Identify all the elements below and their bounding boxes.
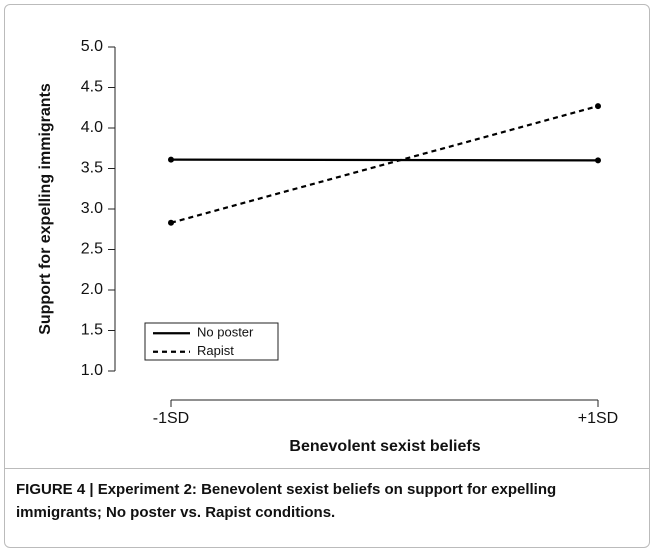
series-line (170, 105, 599, 224)
y-tick-label: 2.5 (81, 241, 103, 258)
y-tick-label: 1.5 (81, 322, 103, 339)
legend-box (144, 322, 279, 361)
point (168, 219, 174, 226)
y-tick-label: 1.0 (81, 362, 103, 379)
caption: FIGURE 4 | Experiment 2: Benevolent sexi… (16, 481, 557, 521)
legend-label: No poster (197, 325, 254, 340)
y-tick-label: 4.5 (81, 79, 103, 96)
point (595, 157, 601, 164)
y-tick-label: 3.0 (81, 200, 103, 217)
x-tick-label: -1SD (153, 410, 189, 427)
y-tick-label: 2.0 (81, 281, 103, 298)
y-axis-label: Support for expelling immigrants (37, 83, 54, 335)
x-tick-label: +1SD (578, 410, 618, 427)
point (168, 156, 174, 163)
chart: Benevolent sexist beliefs Support for ex… (37, 38, 618, 455)
legend-label: Rapist (197, 343, 234, 358)
caption-rule (5, 468, 649, 469)
y-tick-label: 3.5 (81, 160, 103, 177)
y-tick-label: 5.0 (81, 38, 103, 55)
point (595, 103, 601, 110)
frame (4, 4, 650, 548)
y-tick-label: 4.0 (81, 119, 103, 136)
x-axis-label: Benevolent sexist beliefs (289, 438, 480, 455)
series-line (170, 158, 599, 162)
